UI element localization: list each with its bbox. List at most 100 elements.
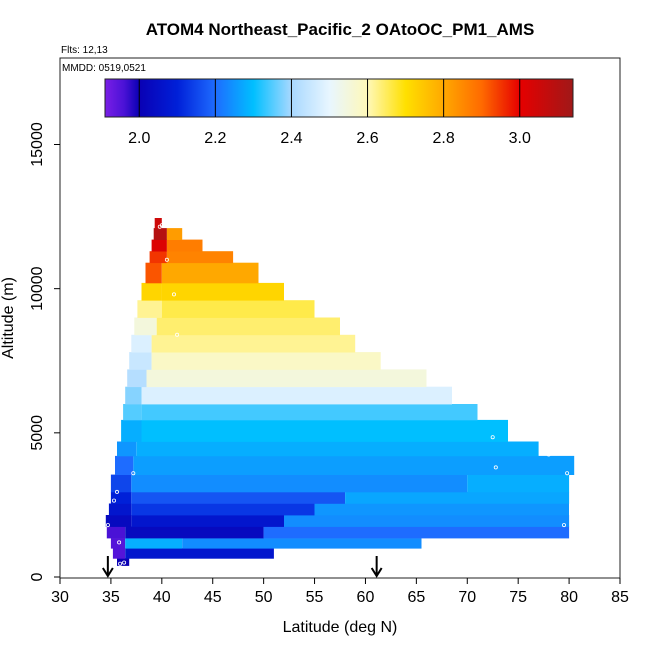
heatmap-cell [131,491,346,504]
heatmap-cell [153,228,167,240]
heatmap-cell [131,515,284,527]
flight-arrow [102,556,114,578]
heatmap-cell [131,503,315,516]
colorbar-tick-label: 2.8 [433,130,455,147]
colorbar-gradient [104,78,574,118]
y-tick-label: 10000 [29,266,46,311]
heatmap-cell [125,548,274,559]
heatmap-cell [284,515,570,527]
data-point-marker [117,540,122,545]
dates-label: MMDD: 0519,0521 [62,63,146,74]
heatmap-cell [125,386,142,405]
heatmap-cell [146,369,427,388]
colorbar-tick-label: 2.4 [280,130,302,147]
data-point-marker [159,223,164,228]
heatmap-cell [134,317,157,336]
data-point-marker [175,332,180,337]
data-point-marker [565,471,570,476]
plot-frame [59,57,621,579]
heatmap-cell [110,474,132,493]
heatmap-cell [166,228,183,240]
heatmap-cell [161,262,259,284]
heatmap-cell [149,251,167,264]
data-point-marker [164,257,169,262]
flight-arrow [370,556,383,578]
data-markers [105,223,570,566]
heatmap-cell [131,334,152,353]
x-tick-label: 45 [204,589,222,606]
colorbar-tick-label: 2.0 [128,130,150,147]
heatmap-cell [110,491,132,504]
x-tick-label: 75 [509,589,527,606]
heatmap-cell [129,352,152,370]
heatmap-cell [161,300,315,318]
heatmap-cells [105,218,575,566]
heatmap-cell [182,538,422,549]
x-tick-label: 40 [153,589,171,606]
data-point-marker [171,292,176,297]
heatmap-cell [141,282,162,301]
heatmap-cell [151,239,167,252]
heatmap-cell [117,558,130,566]
heatmap-cell [112,548,126,559]
y-axis-label: Altitude (m) [0,277,17,359]
heatmap-cell [156,317,340,336]
heatmap-cell [125,526,264,539]
heatmap-cell [121,419,142,442]
heatmap-cell [467,474,570,493]
heatmap-cell [141,419,508,442]
heatmap-cell [141,404,478,421]
data-point-marker [105,523,110,528]
heatmap-cell [108,503,132,516]
heatmap-cell [145,262,162,284]
heatmap-cell [123,404,142,421]
y-axis: 0 5000 10000 15000 [29,122,60,581]
x-tick-label: 30 [51,589,69,606]
x-axis: 30 35 40 45 50 55 60 65 70 75 80 85 [51,578,629,606]
flight-arrows [102,556,383,578]
data-point-marker [490,435,495,440]
colorbar-ticks: 2.0 2.2 2.4 2.6 2.8 3.0 [128,79,531,147]
x-tick-label: 70 [458,589,476,606]
heatmap-cell [141,386,452,405]
heatmap-cell [166,239,203,252]
y-tick-label: 15000 [29,122,46,167]
colorbar-tick-label: 2.2 [204,130,226,147]
data-point-marker [131,471,136,476]
chart-title: ATOM4 Northeast_Pacific_2 OAtoOC_PM1_AMS [146,20,535,39]
x-tick-label: 80 [560,589,578,606]
data-point-marker [493,465,498,470]
heatmap-cell [133,455,575,475]
heatmap-cell [117,441,137,457]
heatmap-cell [345,491,570,504]
data-point-marker [112,498,117,503]
x-tick-label: 55 [306,589,324,606]
colorbar: 2.0 2.2 2.4 2.6 2.8 3.0 [104,78,574,147]
heatmap-cell [154,218,162,229]
data-point-marker [122,560,127,565]
data-point-marker [115,489,120,494]
y-tick-label: 0 [29,572,46,581]
heatmap-cell [263,526,570,539]
heatmap-cell [106,526,126,539]
x-axis-label: Latitude (deg N) [283,619,398,636]
heatmap-cell [136,441,539,457]
data-point-marker [546,452,551,457]
flights-label: Flts: 12,13 [61,45,108,56]
heatmap-cell [125,538,183,549]
x-tick-label: 85 [611,589,629,606]
heatmap-cell [151,334,356,353]
data-point-marker [118,561,123,566]
x-tick-label: 65 [407,589,425,606]
heatmap-cell [115,455,134,475]
heatmap-cell [105,515,132,527]
x-tick-label: 60 [357,589,375,606]
data-point-marker [562,523,567,528]
y-tick-label: 5000 [29,415,46,451]
heatmap-cell [151,352,381,370]
x-tick-label: 50 [255,589,273,606]
heatmap-cell [166,251,234,264]
heatmap-cell [137,300,162,318]
colorbar-tick-label: 3.0 [509,130,531,147]
